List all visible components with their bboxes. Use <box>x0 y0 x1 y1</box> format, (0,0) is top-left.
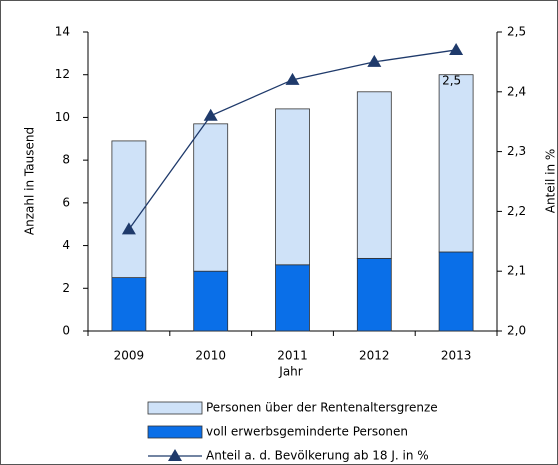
x-tick-label: 2010 <box>195 349 226 363</box>
x-tick-label: 2012 <box>359 349 390 363</box>
y2-tick-label: 2,4 <box>507 84 526 98</box>
y2-tick-label: 2,3 <box>507 144 526 158</box>
legend-swatch <box>147 425 203 439</box>
x-tick-label: 2009 <box>114 349 145 363</box>
y-tick-label: 2 <box>62 281 70 295</box>
bar <box>275 108 310 266</box>
bar <box>356 91 392 259</box>
line-marker <box>367 54 382 67</box>
line-marker <box>285 72 300 85</box>
x-tick-label: 2011 <box>277 349 308 363</box>
value-label: 2,5 <box>442 73 461 87</box>
bar <box>111 140 147 279</box>
line-marker <box>449 42 464 55</box>
bar <box>356 257 392 332</box>
y2-tick-label: 2,0 <box>507 324 526 338</box>
legend-marker <box>168 449 182 461</box>
x-axis-label: Jahr <box>278 365 302 379</box>
legend-label: Anteil a. d. Bevölkerung ab 18 J. in % <box>206 449 429 463</box>
legend-label: Personen über der Rentenaltersgrenze <box>206 401 438 415</box>
legend-swatch <box>147 401 203 415</box>
y2-tick-label: 2,2 <box>507 204 526 218</box>
legend-label: voll erwerbsgeminderte Personen <box>206 425 408 439</box>
bar <box>193 123 229 272</box>
y-tick-label: 4 <box>62 238 70 252</box>
y-axis-label: Anzahl in Tausend <box>23 127 37 235</box>
bar <box>275 264 310 332</box>
y-tick-label: 8 <box>62 153 70 167</box>
bar <box>438 74 474 253</box>
y-tick-label: 14 <box>55 25 70 39</box>
bar <box>438 251 474 332</box>
line-marker <box>203 108 218 121</box>
bar <box>193 270 229 332</box>
bar <box>111 277 147 332</box>
y2-tick-label: 2,5 <box>507 25 526 39</box>
y2-tick-label: 2,1 <box>507 264 526 278</box>
y-tick-label: 0 <box>62 324 70 338</box>
line-marker <box>121 222 136 235</box>
y-tick-label: 6 <box>62 195 70 209</box>
y2-axis-label: Anteil in % <box>544 149 558 214</box>
y-tick-label: 10 <box>55 110 70 124</box>
y-tick-label: 12 <box>55 67 70 81</box>
x-tick-label: 2013 <box>441 349 472 363</box>
